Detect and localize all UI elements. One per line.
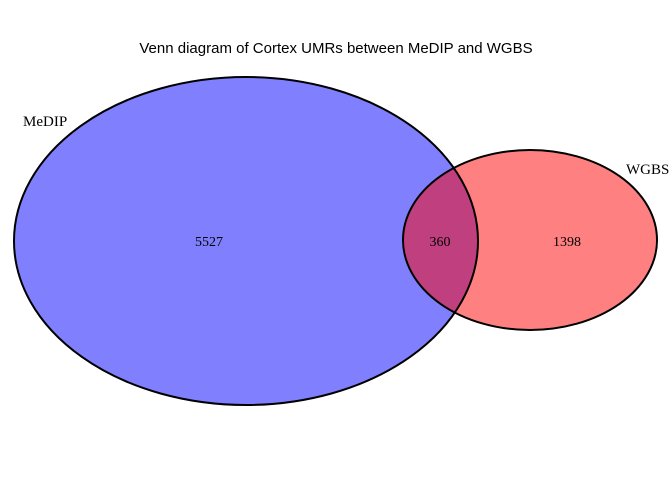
medip-circle xyxy=(14,77,478,405)
medip-only-count: 5527 xyxy=(195,235,223,250)
wgbs-label: WGBS xyxy=(626,162,669,178)
medip-outline xyxy=(13,76,479,406)
medip-label: MeDIP xyxy=(23,114,67,130)
overlap-count: 360 xyxy=(430,235,451,250)
wgbs-only-count: 1398 xyxy=(553,235,581,250)
diagram-title: Venn diagram of Cortex UMRs between MeDI… xyxy=(139,40,532,57)
wgbs-outline xyxy=(402,149,658,331)
overlap-region xyxy=(403,150,478,330)
